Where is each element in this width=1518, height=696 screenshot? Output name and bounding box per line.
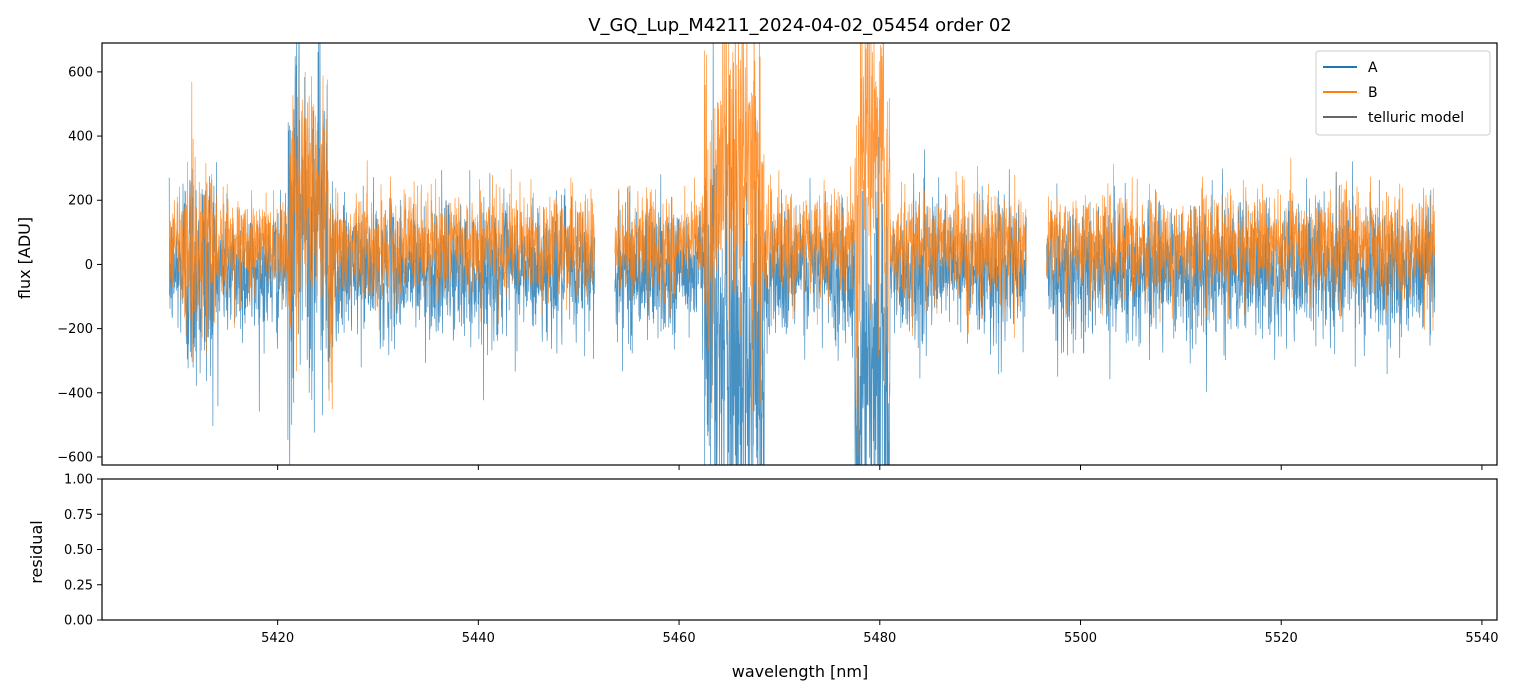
x-tick-label: 5520 bbox=[1265, 631, 1298, 646]
chart-title: V_GQ_Lup_M4211_2024-04-02_05454 order 02 bbox=[588, 15, 1012, 36]
x-tick-label: 5420 bbox=[261, 631, 294, 646]
bottom-x-ticks: 5420 5440 5460 5480 5500 5520 5540 bbox=[261, 620, 1498, 646]
bottom-y-tick-label: 0.00 bbox=[64, 614, 93, 629]
bottom-axes-frame bbox=[101, 478, 1498, 621]
series-a-line bbox=[614, 43, 1027, 465]
top-y-tick-label: 0 bbox=[85, 258, 93, 273]
bottom-y-tick-label: 0.75 bbox=[64, 508, 93, 523]
series-b-line bbox=[168, 71, 596, 410]
x-axis-label: wavelength [nm] bbox=[732, 662, 869, 681]
bottom-panel: 0.00 0.25 0.50 0.75 1.00 5420 5440 5460 5480 550… bbox=[27, 473, 1498, 682]
series-b-line bbox=[1046, 157, 1436, 331]
top-y-axis-label: flux [ADU] bbox=[15, 217, 34, 299]
top-panel: −600 −400 −200 0 200 400 600 flux [ADU] bbox=[15, 42, 1498, 470]
bottom-y-tick-label: 0.50 bbox=[64, 543, 93, 558]
top-y-tick-label: −600 bbox=[57, 450, 93, 465]
top-y-tick-label: −400 bbox=[57, 386, 93, 401]
legend-box bbox=[1315, 50, 1491, 136]
top-y-tick-label: 600 bbox=[68, 65, 93, 80]
flux-series-group bbox=[168, 43, 1436, 465]
x-tick-label: 5480 bbox=[863, 631, 896, 646]
bottom-y-ticks: 0.00 0.25 0.50 0.75 1.00 bbox=[64, 473, 102, 629]
legend-label-telluric-model: telluric model bbox=[1368, 110, 1464, 126]
x-tick-label: 5460 bbox=[663, 631, 696, 646]
x-tick-label: 5540 bbox=[1465, 631, 1498, 646]
series-b-line bbox=[614, 43, 1027, 457]
top-y-tick-label: 200 bbox=[68, 194, 93, 209]
top-y-tick-label: −200 bbox=[57, 322, 93, 337]
x-tick-label: 5440 bbox=[462, 631, 495, 646]
top-y-ticks: −600 −400 −200 0 200 400 600 bbox=[57, 65, 102, 465]
top-y-tick-label: 400 bbox=[68, 130, 93, 145]
x-tick-label: 5500 bbox=[1064, 631, 1097, 646]
legend-label-b: B bbox=[1368, 85, 1378, 101]
top-axes-frame bbox=[101, 42, 1498, 466]
top-x-ticks bbox=[277, 465, 1483, 470]
bottom-y-tick-label: 0.25 bbox=[64, 578, 93, 593]
series-a-line bbox=[1046, 161, 1436, 392]
legend-label-a: A bbox=[1368, 60, 1378, 76]
bottom-y-axis-label: residual bbox=[27, 520, 46, 583]
bottom-y-tick-label: 1.00 bbox=[64, 473, 93, 488]
